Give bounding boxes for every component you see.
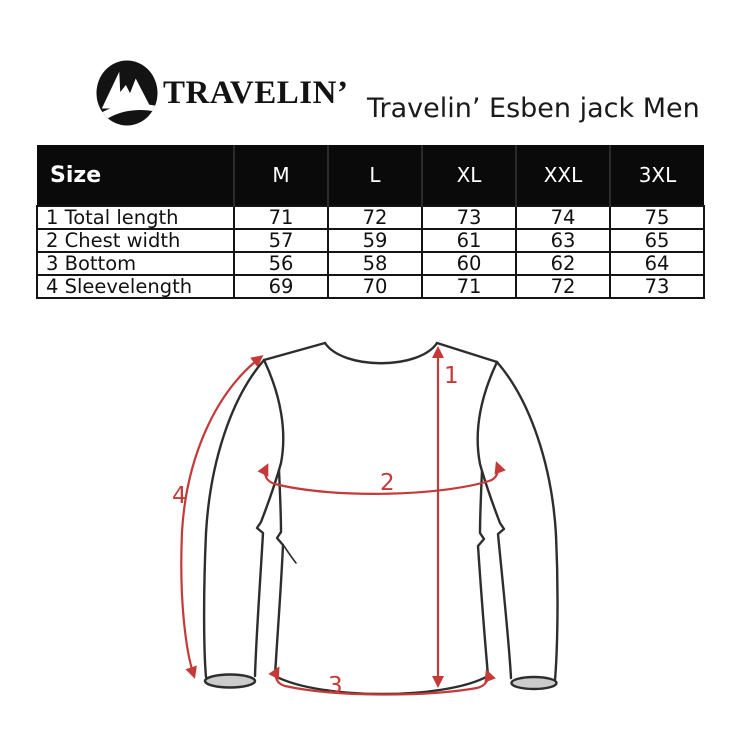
cell-value: 73 — [609, 274, 705, 299]
product-title: Travelin’ Esben jack Men — [367, 93, 700, 124]
cell-value: 57 — [233, 228, 329, 253]
cell-value: 58 — [327, 251, 423, 276]
arrow-chest-width — [257, 461, 506, 495]
row-label: 4 Sleevelength — [36, 274, 235, 299]
cell-value: 71 — [421, 274, 517, 299]
table-row-sleevelength: 4 Sleevelength 69 70 71 72 73 — [36, 274, 705, 299]
column-header-l: L — [327, 145, 422, 206]
row-label: 3 Bottom — [36, 251, 235, 276]
cell-value: 59 — [327, 228, 423, 253]
table-row-total-length: 1 Total length 71 72 73 74 75 — [36, 205, 705, 230]
brand-logo: TRAVELIN’ — [96, 60, 348, 126]
cell-value: 73 — [421, 205, 517, 230]
cell-value: 56 — [233, 251, 329, 276]
cell-value: 61 — [421, 228, 517, 253]
measurement-arrows: 1 2 3 4 — [172, 345, 506, 699]
brand-name: TRAVELIN’ — [163, 74, 349, 111]
cell-value: 63 — [515, 228, 611, 253]
cell-value: 70 — [327, 274, 423, 299]
table-row-bottom: 3 Bottom 56 58 60 62 64 — [36, 251, 705, 276]
mountain-logo-icon — [96, 60, 158, 126]
right-cuff — [510, 675, 558, 691]
shirt-measurement-diagram: 1 2 3 4 — [0, 320, 750, 750]
row-label: 2 Chest width — [36, 228, 235, 253]
arrow-label-2: 2 — [380, 470, 395, 496]
cell-value: 60 — [421, 251, 517, 276]
column-header-3xl: 3XL — [609, 145, 704, 206]
cell-value: 64 — [609, 251, 705, 276]
cell-value: 74 — [515, 205, 611, 230]
size-table-header-row: Size M L XL XXL 3XL — [37, 145, 704, 206]
arrow-label-1: 1 — [444, 363, 459, 389]
cell-value: 72 — [327, 205, 423, 230]
cell-value: 65 — [609, 228, 705, 253]
row-label: 1 Total length — [36, 205, 235, 230]
shirt-diagram-svg: 1 2 3 4 — [172, 341, 559, 699]
cell-value: 75 — [609, 205, 705, 230]
column-header-xl: XL — [421, 145, 516, 206]
arrow-label-4: 4 — [172, 483, 187, 509]
size-corner-header: Size — [37, 145, 234, 206]
arrow-label-3: 3 — [328, 673, 343, 699]
arrow-bottom — [268, 666, 496, 696]
arrow-sleeve-length — [180, 355, 264, 679]
table-row-chest-width: 2 Chest width 57 59 61 63 65 — [36, 228, 705, 253]
shirt-outline — [202, 341, 559, 696]
cell-value: 72 — [515, 274, 611, 299]
column-header-xxl: XXL — [515, 145, 610, 206]
cell-value: 71 — [233, 205, 329, 230]
cell-value: 62 — [515, 251, 611, 276]
size-table: Size M L XL XXL 3XL 1 Total length 71 72… — [36, 145, 705, 299]
cell-value: 69 — [233, 274, 329, 299]
column-header-m: M — [233, 145, 328, 206]
left-cuff — [203, 673, 257, 689]
